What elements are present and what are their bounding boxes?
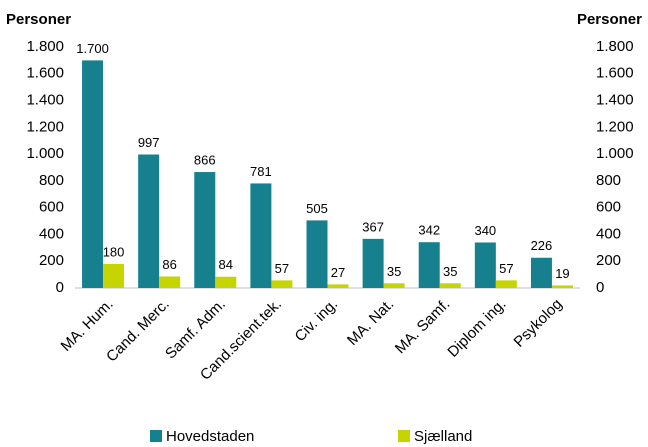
bar	[194, 172, 216, 288]
y-tick-label: 800	[39, 172, 64, 189]
y2-axis-label: Personer	[577, 11, 642, 28]
data-label: 57	[499, 261, 513, 276]
x-tick-label: Diplom ing.	[444, 296, 509, 361]
bar	[103, 263, 125, 288]
data-label: 997	[138, 135, 160, 150]
data-label: 19	[555, 266, 569, 281]
legend-label: Hovedstaden	[166, 428, 254, 445]
bar	[383, 283, 405, 288]
data-label: 35	[387, 264, 401, 279]
data-label: 342	[418, 223, 440, 238]
bar	[495, 280, 517, 288]
x-tick-label: MA. Nat.	[344, 296, 397, 349]
legend-label: Sjælland	[414, 428, 472, 445]
y2-tick-label: 1.000	[596, 145, 634, 162]
data-label: 340	[474, 223, 496, 238]
bar	[138, 154, 160, 288]
legend-swatch	[150, 430, 162, 442]
y-tick-label: 1.200	[26, 118, 64, 135]
bar	[439, 283, 461, 288]
y2-tick-label: 400	[596, 225, 621, 242]
y2-tick-label: 1.800	[596, 38, 634, 55]
bar	[530, 257, 552, 288]
y2-tick-label: 1.400	[596, 92, 634, 109]
y2-tick-label: 1.600	[596, 65, 634, 82]
bar	[327, 284, 349, 288]
y2-tick-label: 200	[596, 252, 621, 269]
data-label: 86	[162, 257, 176, 272]
y-tick-label: 200	[39, 252, 64, 269]
bar	[362, 238, 384, 288]
data-label: 367	[362, 219, 384, 234]
y-tick-label: 1.000	[26, 145, 64, 162]
x-tick-label: Psykolog	[511, 296, 566, 351]
data-label: 27	[331, 265, 345, 280]
data-label: 57	[275, 261, 289, 276]
bar	[271, 280, 293, 288]
y2-tick-label: 1.200	[596, 118, 634, 135]
bar	[159, 276, 181, 288]
y-tick-label: 1.600	[26, 65, 64, 82]
y-tick-label: 400	[39, 225, 64, 242]
bar	[474, 242, 496, 288]
bar	[418, 242, 440, 288]
y-axis-label: Personer	[6, 11, 71, 28]
x-tick-label: MA. Hum.	[58, 296, 117, 355]
y2-tick-label: 0	[596, 279, 604, 296]
data-label: 866	[194, 152, 216, 167]
data-label: 84	[219, 257, 233, 272]
data-label: 505	[306, 201, 328, 216]
y-tick-label: 1.800	[26, 38, 64, 55]
data-label: 1.700	[76, 41, 109, 56]
bar	[250, 183, 272, 288]
bar	[306, 220, 328, 288]
data-label: 180	[103, 244, 125, 259]
legend-swatch	[398, 430, 410, 442]
data-label: 781	[250, 164, 272, 179]
data-label: 35	[443, 264, 457, 279]
x-tick-label: Civ. ing.	[292, 296, 342, 346]
bar	[215, 276, 237, 288]
bar	[82, 60, 104, 289]
y-tick-label: 600	[39, 199, 64, 216]
y-tick-label: 0	[56, 279, 64, 296]
data-label: 226	[531, 238, 553, 253]
y2-tick-label: 800	[596, 172, 621, 189]
y-tick-label: 1.400	[26, 92, 64, 109]
y2-tick-label: 600	[596, 199, 621, 216]
bar	[551, 285, 573, 288]
